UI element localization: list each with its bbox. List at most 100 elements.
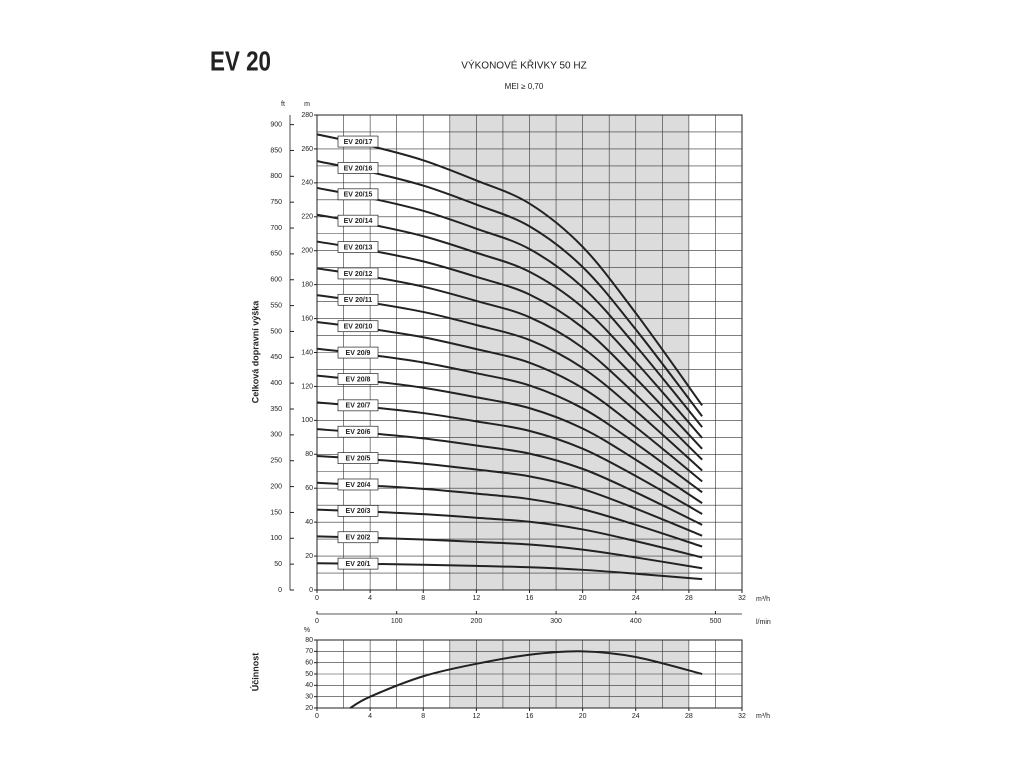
- y2-tick-label: 350: [270, 406, 282, 413]
- y2-tick-label: 400: [270, 380, 282, 387]
- series-label-box: [337, 346, 379, 359]
- eff-unit: %: [304, 627, 310, 634]
- x2-axis-title: l/min: [756, 619, 771, 626]
- series-label-box: [337, 135, 379, 148]
- eff-x-axis-title: m³/h: [756, 713, 770, 720]
- y2-unit: ft: [281, 101, 285, 108]
- x-tick-label: 8: [421, 595, 425, 602]
- x-tick-label: 12: [472, 595, 480, 602]
- y-tick-label: 200: [301, 248, 313, 255]
- series-label-box: [337, 557, 379, 570]
- x-tick-label: 4: [368, 713, 372, 720]
- y2-tick-label: 0: [278, 587, 282, 594]
- x2-tick-label: 0: [315, 618, 319, 625]
- series-label-box: [337, 373, 379, 385]
- y2-tick-label: 250: [270, 458, 282, 465]
- x-tick-label: 24: [632, 713, 640, 720]
- y-tick-label: 20: [305, 553, 313, 560]
- chart-subtitle: MEI ≥ 0,70: [505, 82, 544, 91]
- series-label: EV 20/11: [344, 297, 373, 304]
- y-tick-label: 50: [305, 671, 313, 678]
- series-label: EV 20/10: [344, 324, 373, 331]
- series-label-box: [337, 241, 379, 253]
- series-label: EV 20/7: [346, 403, 371, 410]
- y-tick-label: 60: [305, 485, 313, 492]
- y-tick-label: 80: [305, 637, 313, 644]
- y2-tick-label: 50: [274, 561, 282, 568]
- series-label: EV 20/17: [344, 139, 373, 146]
- y-tick-label: 80: [305, 451, 313, 458]
- y-tick-label: 180: [301, 281, 313, 288]
- x-tick-label: 4: [368, 595, 372, 602]
- y-tick-label: 0: [309, 587, 313, 594]
- series-label-box: [337, 188, 379, 201]
- y2-tick-label: 300: [270, 432, 282, 439]
- curve: [349, 650, 703, 709]
- y2-tick-label: 800: [270, 173, 282, 180]
- curve: [316, 133, 703, 407]
- y-tick-label: 40: [305, 682, 313, 689]
- series-label-box: [337, 452, 379, 464]
- series-label-box: [337, 162, 379, 174]
- x-tick-label: 12: [472, 713, 480, 720]
- x-tick-label: 32: [738, 713, 746, 720]
- series-label-box: [337, 505, 379, 517]
- x-tick-label: 20: [579, 595, 587, 602]
- x-tick-label: 24: [632, 595, 640, 602]
- series-label: EV 20/15: [344, 192, 373, 199]
- y-unit: m: [304, 101, 310, 108]
- y-tick-label: 40: [305, 519, 313, 526]
- curve: [316, 186, 703, 428]
- series-label: EV 20/13: [344, 244, 373, 251]
- y-tick-label: 240: [301, 180, 313, 187]
- series-label: EV 20/5: [346, 455, 371, 462]
- x2-tick-label: 300: [550, 618, 562, 625]
- y2-tick-label: 900: [270, 121, 282, 128]
- y-tick-label: 140: [301, 349, 313, 356]
- x-tick-label: 0: [315, 595, 319, 602]
- y-tick-label: 280: [301, 112, 313, 119]
- x-tick-label: 32: [738, 595, 746, 602]
- x-tick-label: 20: [579, 713, 587, 720]
- x-tick-label: 0: [315, 713, 319, 720]
- y2-tick-label: 150: [270, 509, 282, 516]
- y-tick-label: 30: [305, 694, 313, 701]
- series-label: EV 20/12: [344, 271, 373, 278]
- y2-tick-label: 200: [270, 483, 282, 490]
- y2-tick-label: 600: [270, 277, 282, 284]
- x2-tick-label: 200: [471, 618, 483, 625]
- x2-tick-label: 400: [630, 618, 642, 625]
- series-label: EV 20/4: [346, 482, 371, 489]
- y2-tick-label: 750: [270, 199, 282, 206]
- series-label-box: [337, 531, 379, 544]
- y2-tick-label: 500: [270, 328, 282, 335]
- y-tick-label: 160: [301, 315, 313, 322]
- y-tick-label: 220: [301, 214, 313, 221]
- series-label-box: [337, 320, 379, 333]
- series-label: EV 20/9: [346, 350, 371, 357]
- curve: [316, 213, 703, 439]
- series-label: EV 20/14: [344, 218, 373, 225]
- series-label: EV 20/8: [346, 376, 371, 383]
- series-label-box: [337, 214, 379, 227]
- y-tick-label: 120: [301, 383, 313, 390]
- series-label-box: [337, 478, 379, 491]
- y-tick-label: 60: [305, 660, 313, 667]
- y-tick-label: 260: [301, 146, 313, 153]
- series-label: EV 20/1: [346, 561, 371, 568]
- series-label-box: [337, 399, 379, 412]
- chart-title: VÝKONOVÉ KŘIVKY 50 HZ: [461, 59, 586, 72]
- y2-tick-label: 700: [270, 225, 282, 232]
- y2-tick-label: 450: [270, 354, 282, 361]
- x-tick-label: 16: [526, 595, 534, 602]
- series-label-box: [337, 425, 379, 438]
- y-tick-label: 100: [301, 417, 313, 424]
- x-tick-label: 28: [685, 595, 693, 602]
- x-tick-label: 16: [526, 713, 534, 720]
- series-label-box: [337, 267, 379, 280]
- y2-tick-label: 650: [270, 251, 282, 258]
- page-title: EV 20: [210, 46, 271, 77]
- y2-tick-label: 850: [270, 147, 282, 154]
